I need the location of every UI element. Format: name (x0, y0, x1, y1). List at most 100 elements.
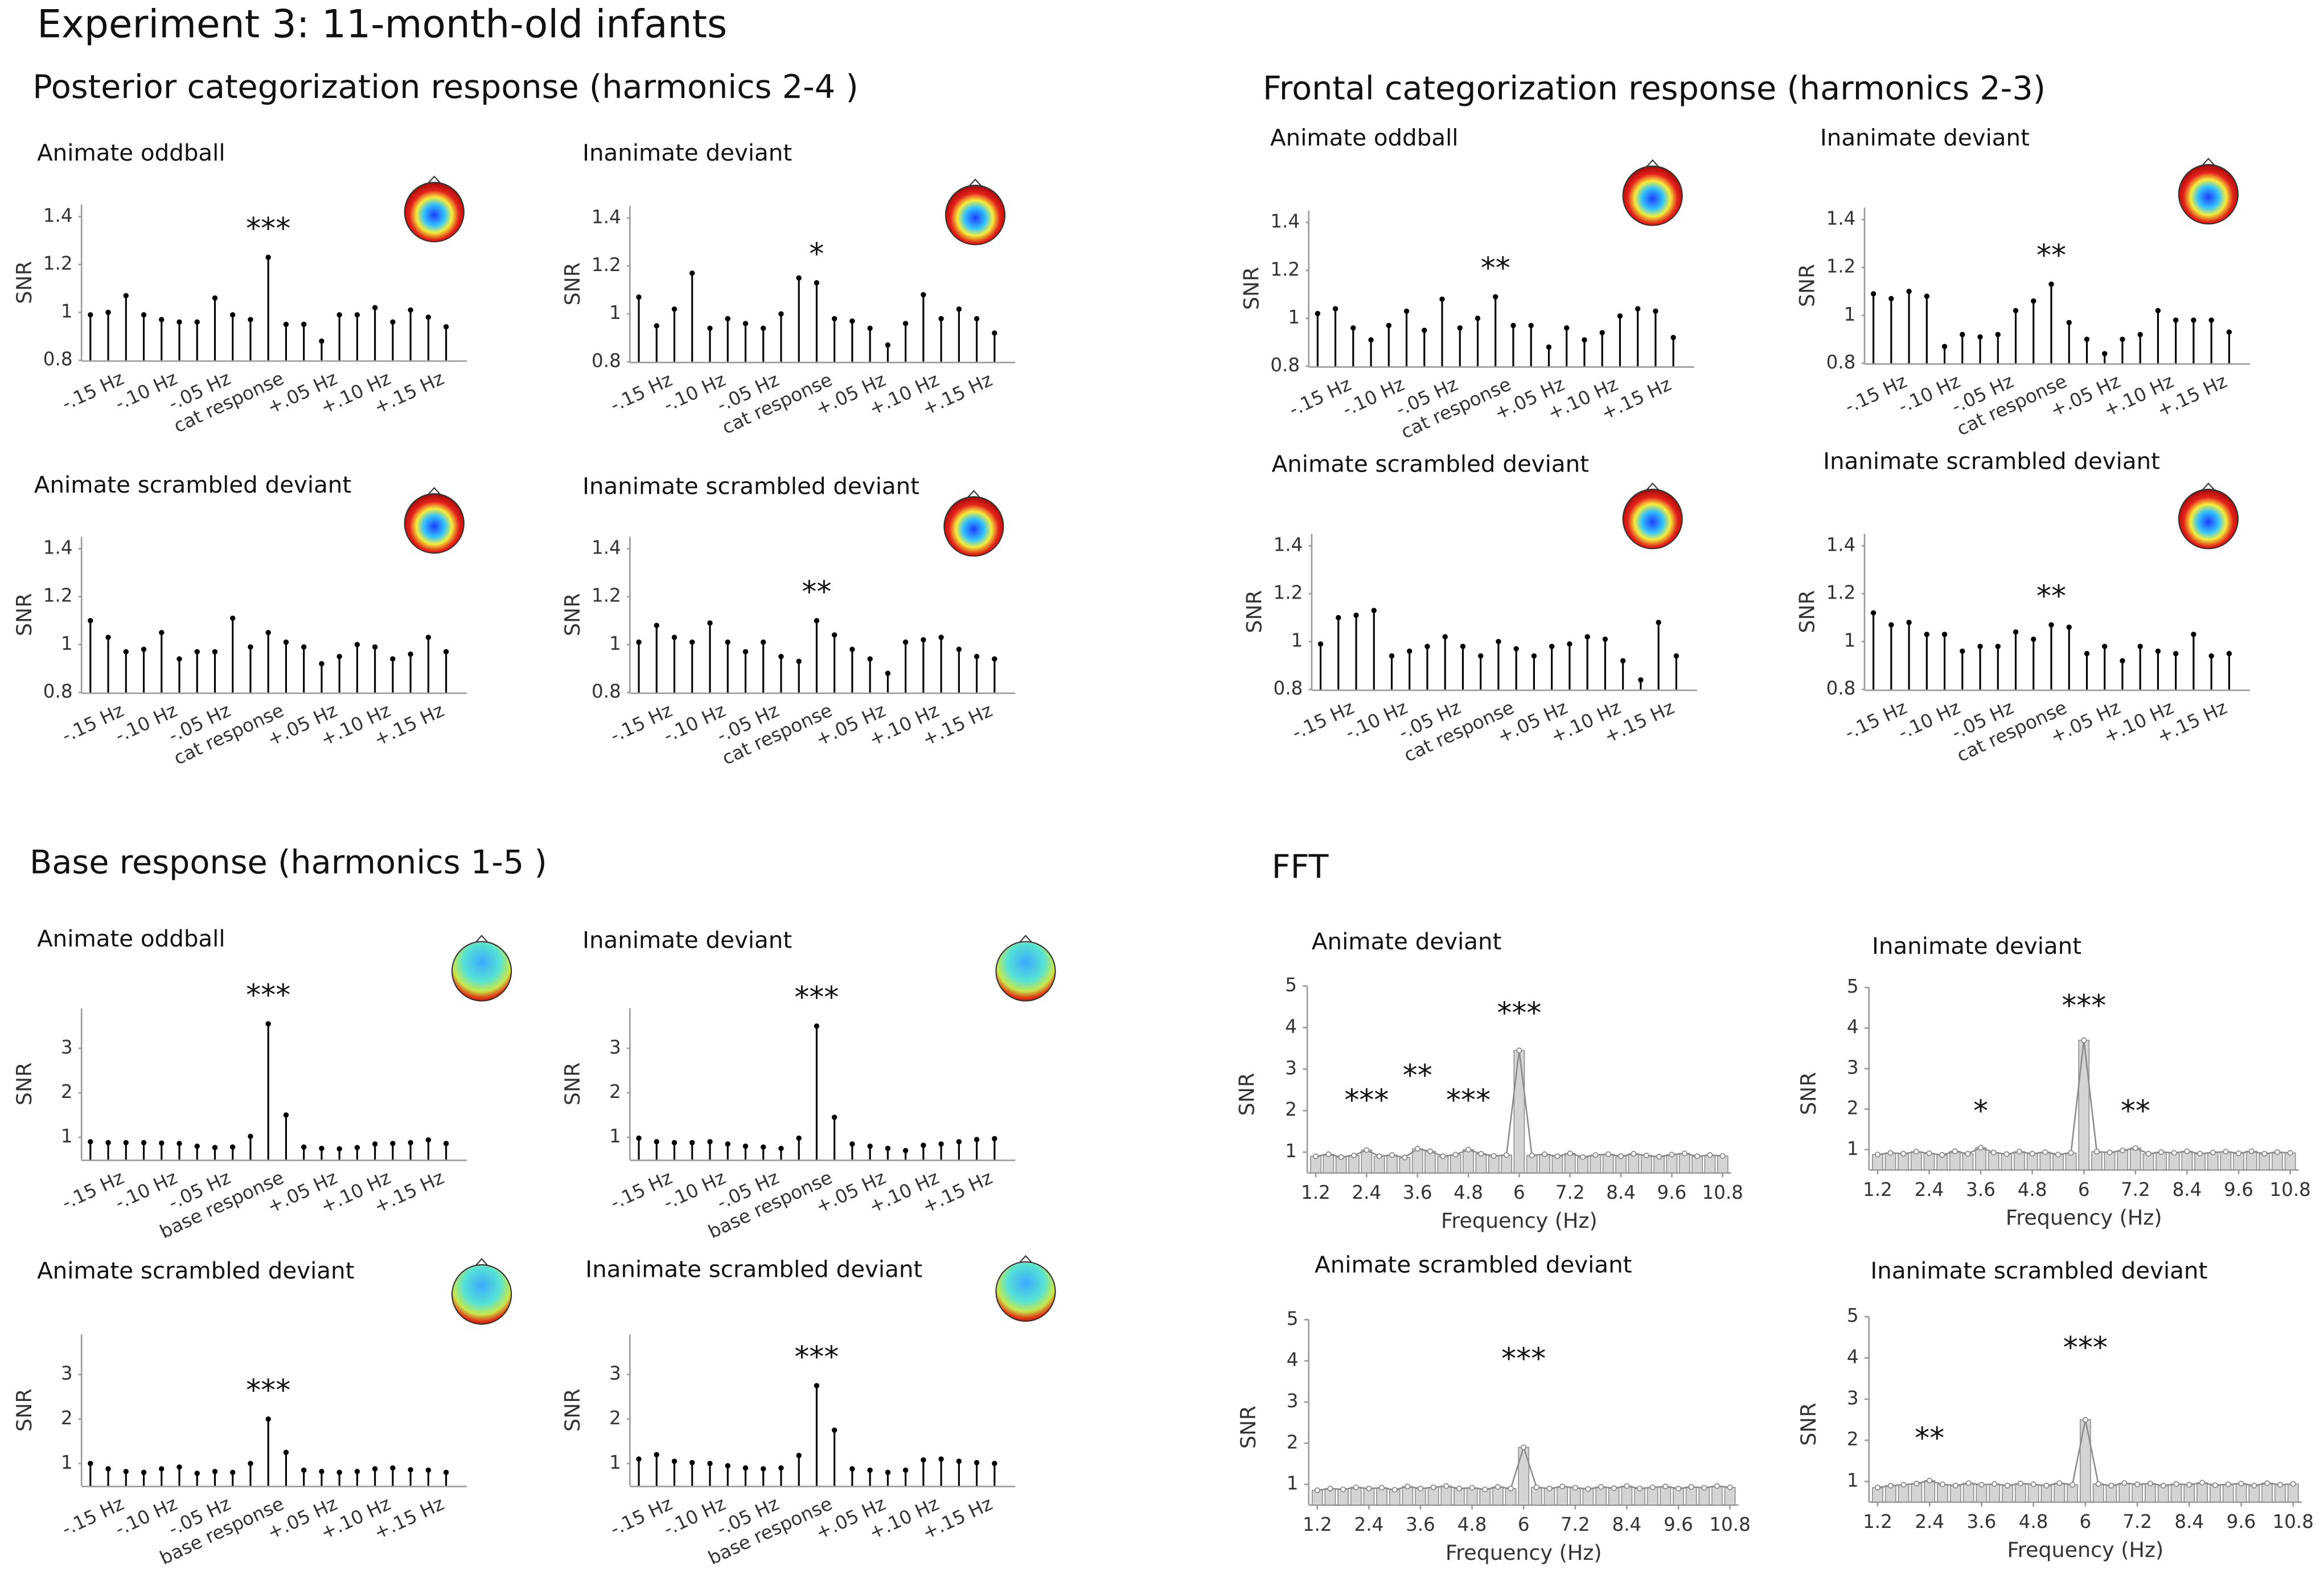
stem-head (1599, 330, 1605, 335)
scalp-map (451, 941, 512, 1002)
y-tick-label: 0.8 (43, 349, 73, 370)
x-tick-label: -.15 Hz (59, 367, 128, 415)
spectrum-point (1611, 1485, 1617, 1491)
stem-head (2226, 329, 2232, 335)
stem-head (408, 651, 413, 657)
stem-head (707, 325, 713, 331)
spectrum-point (2251, 1482, 2257, 1489)
stem-head (194, 1470, 200, 1476)
stem-head (230, 615, 236, 621)
stem-head (248, 644, 253, 650)
stem-head (1332, 306, 1338, 312)
spectrum-point (2287, 1150, 2293, 1156)
x-tick-label: 3.6 (1967, 1511, 1997, 1532)
spectrum-point (1719, 1153, 1726, 1159)
stem-head (443, 1141, 449, 1146)
stem-head (1315, 310, 1321, 317)
chart-title: Inanimate scrambled deviant (1823, 448, 2160, 474)
spectrum-point (1376, 1153, 1382, 1159)
spectrum-point (2082, 1416, 2088, 1423)
spectrum-point (1913, 1149, 1919, 1155)
spectrum-point (1427, 1148, 1434, 1154)
chart-title: Inanimate deviant (1820, 125, 2030, 151)
spectrum-point (2132, 1145, 2138, 1151)
stem-head (867, 1467, 873, 1473)
spectrum-point (2042, 1149, 2048, 1155)
y-tick-label: 1 (609, 1452, 621, 1473)
stem-head (742, 1465, 749, 1471)
stem-head (992, 330, 997, 336)
spectrum-point (2016, 1149, 2023, 1155)
significance: ** (1403, 1059, 1432, 1093)
y-axis-label: SNR (560, 1062, 585, 1105)
spectrum-point (1521, 1444, 1527, 1450)
stem-head (938, 1456, 944, 1462)
y-tick-label: 4 (1847, 1346, 1859, 1367)
y-tick-label: 1 (61, 1452, 73, 1473)
spectrum-point (1440, 1153, 1446, 1159)
chart-title: Inanimate scrambled deviant (585, 1256, 922, 1282)
spectrum-point (1656, 1154, 1662, 1160)
spectrum-point (1701, 1485, 1707, 1491)
stem-head (2226, 650, 2232, 657)
y-tick-label: 0.8 (592, 350, 621, 371)
y-tick-label: 1.4 (1826, 534, 1856, 555)
spectrum-point (2030, 1481, 2036, 1488)
stem-head (283, 639, 289, 645)
stem-head (654, 622, 659, 628)
bar (1518, 1447, 1530, 1506)
spectrum-point (1391, 1486, 1398, 1493)
stem-head (921, 1142, 926, 1148)
stem-head (636, 1135, 642, 1141)
stem-head (654, 1452, 659, 1457)
spectrum-point (1456, 1485, 1463, 1491)
spectrum-point (1508, 1485, 1514, 1491)
stem-head (778, 1145, 784, 1152)
stem-head (2208, 317, 2214, 323)
spectrum-point (1592, 1152, 1599, 1158)
stem-head (336, 1146, 342, 1152)
spectrum-point (1887, 1150, 1894, 1156)
x-tick-label: 7.2 (1555, 1182, 1585, 1203)
stem-head (372, 305, 378, 310)
stem-head (265, 630, 271, 636)
stem-head (956, 306, 962, 312)
stem-head (88, 312, 93, 318)
stem-head (408, 1140, 413, 1146)
y-tick-label: 2 (61, 1407, 73, 1429)
chart-title: Animate oddball (1270, 125, 1458, 151)
stem-head (2173, 317, 2179, 323)
x-axis-label: Frequency (Hz) (1446, 1540, 1602, 1565)
stem-head (1564, 325, 1570, 331)
spectrum-point (1340, 1486, 1346, 1493)
stem-head (88, 618, 93, 624)
stem-head (2191, 317, 2196, 323)
spectrum-point (1874, 1152, 1880, 1158)
bar (2079, 1419, 2091, 1503)
x-tick-label: 4.8 (2018, 1179, 2047, 1200)
x-tick-label: 10.8 (2273, 1511, 2314, 1532)
spectrum-point (2238, 1480, 2244, 1487)
chart-title: Animate scrambled deviant (1315, 1252, 1632, 1279)
stem-head (1439, 296, 1445, 302)
stem-head (123, 1140, 129, 1146)
stem-head (725, 315, 730, 322)
y-tick-label: 2 (1287, 1431, 1299, 1453)
stem-head (2191, 632, 2196, 637)
stem-head (974, 654, 980, 659)
y-tick-label: 3 (1847, 1056, 1859, 1078)
x-tick-label: -.15 Hz (1841, 696, 1910, 744)
spectrum-point (1926, 1150, 1932, 1157)
stem-head (1941, 343, 1948, 350)
spectrum-point (2145, 1150, 2151, 1157)
stem-head (283, 321, 289, 327)
spectrum-point (1605, 1151, 1611, 1157)
y-tick-label: 1.2 (592, 254, 621, 276)
stem-head (1635, 306, 1641, 312)
significance: ** (2121, 1095, 2150, 1129)
scalp-map (943, 496, 1004, 557)
stem-head (1442, 634, 1448, 640)
stem-head (725, 639, 730, 645)
y-tick-label: 2 (1847, 1428, 1859, 1450)
chart-title: Animate scrambled deviant (37, 1257, 354, 1284)
